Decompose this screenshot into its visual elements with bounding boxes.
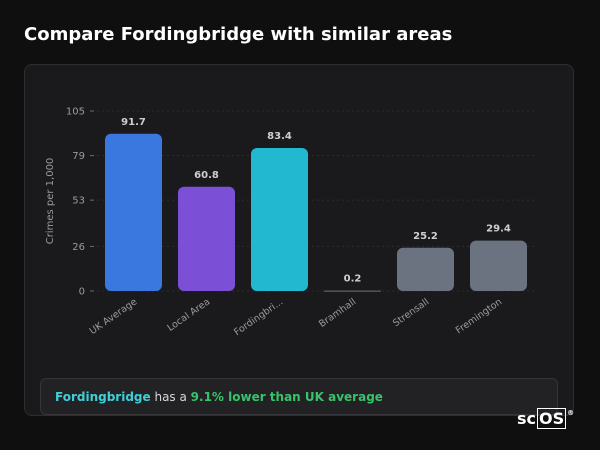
- logo-text: sc: [517, 409, 537, 428]
- category-label-4: Strensall: [391, 296, 431, 329]
- bar-5: [470, 240, 527, 291]
- y-axis-label: Crimes per 1,000: [45, 158, 56, 245]
- bar-value-label-5: 29.4: [486, 224, 511, 235]
- bar-1: [178, 186, 235, 291]
- y-tick-label-2: 53: [72, 196, 85, 207]
- y-tick-label-1: 26: [72, 242, 85, 253]
- logo-registered-mark: ®: [567, 409, 575, 417]
- category-label-2: Fordingbri...: [232, 296, 285, 338]
- crime-bar-chart: 0 26 53 79 105 Crimes per 1,000 91.7 UK Average…: [45, 107, 535, 338]
- y-tick-label-0: 0: [79, 287, 85, 298]
- page-title: Compare Fordingbridge with similar areas: [24, 24, 453, 45]
- chart-card: 0 26 53 79 105 Crimes per 1,000 91.7 UK Average…: [24, 64, 574, 416]
- bar-0: [105, 133, 162, 291]
- category-label-3: Bramhall: [317, 296, 358, 329]
- category-label-5: Fremington: [454, 296, 504, 336]
- summary-place-name: Fordingbridge: [55, 389, 151, 404]
- bar-value-label-1: 60.8: [194, 170, 219, 181]
- bar-value-label-3: 0.2: [344, 274, 362, 285]
- bar-value-label-4: 25.2: [413, 231, 438, 242]
- summary-difference: 9.1% lower than UK average: [190, 389, 383, 404]
- bar-value-label-0: 91.7: [121, 117, 146, 128]
- y-tick-label-3: 79: [72, 151, 85, 162]
- category-label-0: UK Average: [88, 296, 140, 337]
- y-tick-label-4: 105: [66, 107, 85, 118]
- summary-banner: Fordingbridge has a 9.1% lower than UK a…: [40, 378, 558, 415]
- logo-boxed-text: OS: [537, 408, 567, 429]
- category-label-1: Local Area: [165, 296, 212, 333]
- bar-3: [324, 290, 381, 292]
- brand-logo: sc OS ®: [517, 408, 575, 429]
- bar-4: [397, 247, 454, 291]
- bar-2: [251, 148, 308, 291]
- bar-value-label-2: 83.4: [267, 131, 292, 142]
- summary-connector: has a: [150, 389, 191, 404]
